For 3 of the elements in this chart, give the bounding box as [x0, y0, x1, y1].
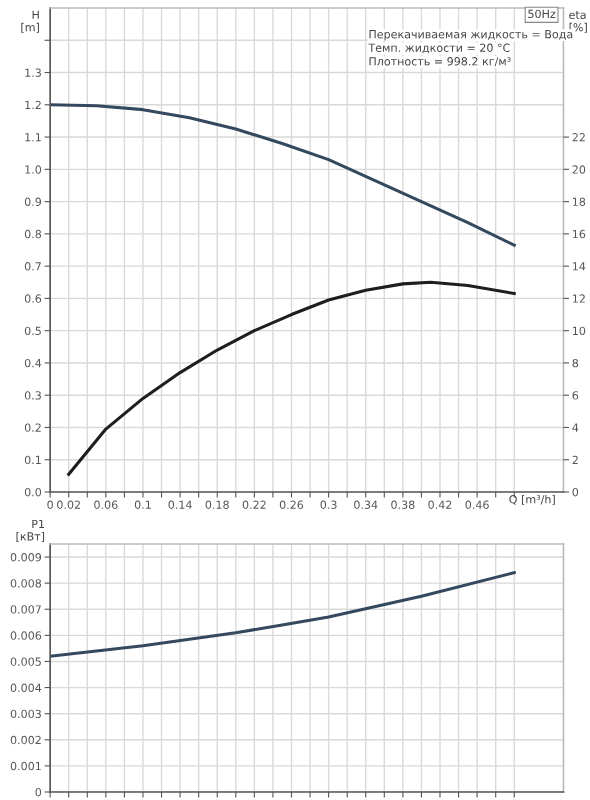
line-series [50, 103, 516, 247]
line-series [50, 571, 516, 658]
line-series [67, 280, 516, 476]
